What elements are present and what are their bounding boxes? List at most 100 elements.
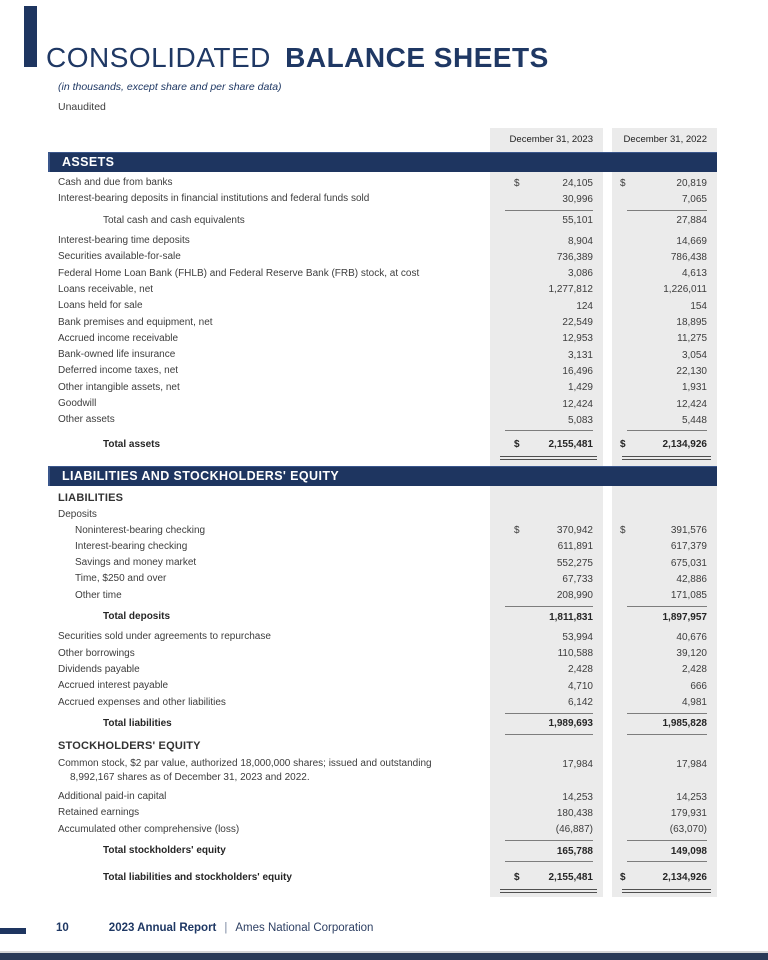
value-cell-2023: 180,438 [490,808,603,819]
value-2023: 4,710 [567,680,593,692]
section-header-bar: ASSETS [48,152,717,172]
row-label: Additional paid-in capital [58,791,167,803]
rule-cell-2023 [490,889,603,894]
row-label: Federal Home Loan Bank (FHLB) and Federa… [58,267,420,279]
table-row: Total deposits 1,811,831 1,897,957 [48,609,717,625]
value-2023: 17,984 [562,759,593,771]
rule-line [627,430,707,432]
table-row: Federal Home Loan Bank (FHLB) and Federa… [48,265,717,281]
rule-line [505,430,593,432]
value-2023: 124 [576,300,593,312]
value-cell-2022: 1,985,828 [612,718,717,729]
value-2023: 1,429 [567,382,593,394]
footer: 10 2023 Annual Report | Ames National Co… [56,922,373,934]
table-row: Accumulated other comprehensive (loss) (4… [48,822,717,838]
value-cell-2023: 124 [490,301,603,312]
value-2022: 11,275 [677,333,707,345]
value-cell-2022: 171,085 [612,590,717,601]
rule-line [627,209,707,211]
value-2022: 40,676 [676,631,707,643]
dollar-sign: $ [620,872,626,884]
value-2022: 17,984 [676,759,707,771]
dollar-sign: $ [514,177,520,189]
value-cell-2023: 17,984 [490,758,603,770]
table-row: Securities available-for-sale 736,389 786,… [48,249,717,265]
value-2023: 110,588 [557,648,593,660]
value-cell-2023: 4,710 [490,681,603,692]
value-2023: 14,253 [562,791,593,803]
value-2022: 179,931 [670,807,707,819]
value-cell-2023: 6,142 [490,697,603,708]
value-cell-2023: 8,904 [490,236,603,247]
value-2023: 22,549 [562,317,593,329]
double-rule-row [48,887,717,895]
value-cell-2023: 165,788 [490,846,603,857]
value-2023: 2,155,481 [548,872,594,884]
title-accent-bar [24,6,37,67]
value-cell-2023: 12,424 [490,399,603,410]
value-cell-2023: $2,155,481 [490,439,603,450]
rule-line [622,456,711,461]
value-cell-2023: 208,990 [490,590,603,601]
value-cell-2022: $2,134,926 [612,872,717,883]
table-row: Total stockholders' equity 165,788 149,098 [48,843,717,859]
value-cell-2023: 12,953 [490,333,603,344]
rule-cell-2022 [612,712,717,714]
row-label: Goodwill [58,398,97,409]
rule-cell-2023 [490,430,603,432]
row-label: Cash and due from banks [58,177,173,189]
value-2023: 55,101 [562,215,593,227]
row-label: Other borrowings [58,647,135,659]
row-label: Noninterest-bearing checking [75,524,206,536]
value-2023: 165,788 [556,845,593,857]
subsection-header: STOCKHOLDERS' EQUITY [58,740,201,753]
table-row: Common stock, $2 par value, authorized 1… [48,758,717,789]
value-2022: 5,448 [681,414,707,426]
value-cell-2023: $2,155,481 [490,872,603,883]
row-label: Interest-bearing checking [75,540,188,552]
row-label: Accrued income receivable [58,332,179,344]
rule-line [627,712,707,714]
value-2022: 1,897,957 [662,611,708,623]
value-cell-2022: 786,438 [612,252,717,263]
row-label: Total liabilities [103,717,172,729]
value-2023: 8,904 [567,235,593,247]
value-2022: 18,895 [676,317,707,329]
rule-row [48,604,717,609]
row-label-line1: Common stock, $2 par value, authorized 1… [58,758,432,770]
row-label: Interest-bearing time deposits [58,235,190,247]
value-2022: 14,669 [676,235,707,247]
value-2022: 7,065 [681,193,707,205]
rule-line [627,861,707,863]
value-2023: 12,953 [562,333,593,345]
row-label: Retained earnings [58,807,140,819]
value-2022: 391,576 [670,525,707,537]
dollar-sign: $ [514,525,520,537]
value-2023: 12,424 [562,398,593,410]
rule-cell-2022 [612,430,717,432]
row-label: Other intangible assets, net [58,381,180,393]
page-subtitle: (in thousands, except share and per shar… [58,81,282,93]
table-row: Securities sold under agreements to repu… [48,629,717,645]
row-label: Loans receivable, net [58,283,154,295]
value-2022: 3,054 [681,349,707,361]
table-row: Total liabilities 1,989,693 1,985,828 [48,716,717,732]
value-cell-2023: 110,588 [490,648,603,659]
rule-cell-2022 [612,839,717,841]
table-row: Interest-bearing deposits in financial i… [48,191,717,207]
value-2022: 20,819 [676,177,707,189]
rule-cell-2022 [612,209,717,211]
value-2022: 1,931 [681,382,707,394]
rule-line [505,209,593,211]
table-row: Bank premises and equipment, net 22,549 18… [48,314,717,330]
rule-line [627,605,707,607]
value-2022: 1,985,828 [662,718,708,730]
value-cell-2023: 1,989,693 [490,718,603,729]
value-2023: 24,105 [562,177,593,189]
unaudited-label: Unaudited [58,101,106,113]
value-2022: 27,884 [676,215,707,227]
value-cell-2022: 18,895 [612,317,717,328]
value-2023: 5,083 [567,414,593,426]
value-2022: 786,438 [670,251,707,263]
